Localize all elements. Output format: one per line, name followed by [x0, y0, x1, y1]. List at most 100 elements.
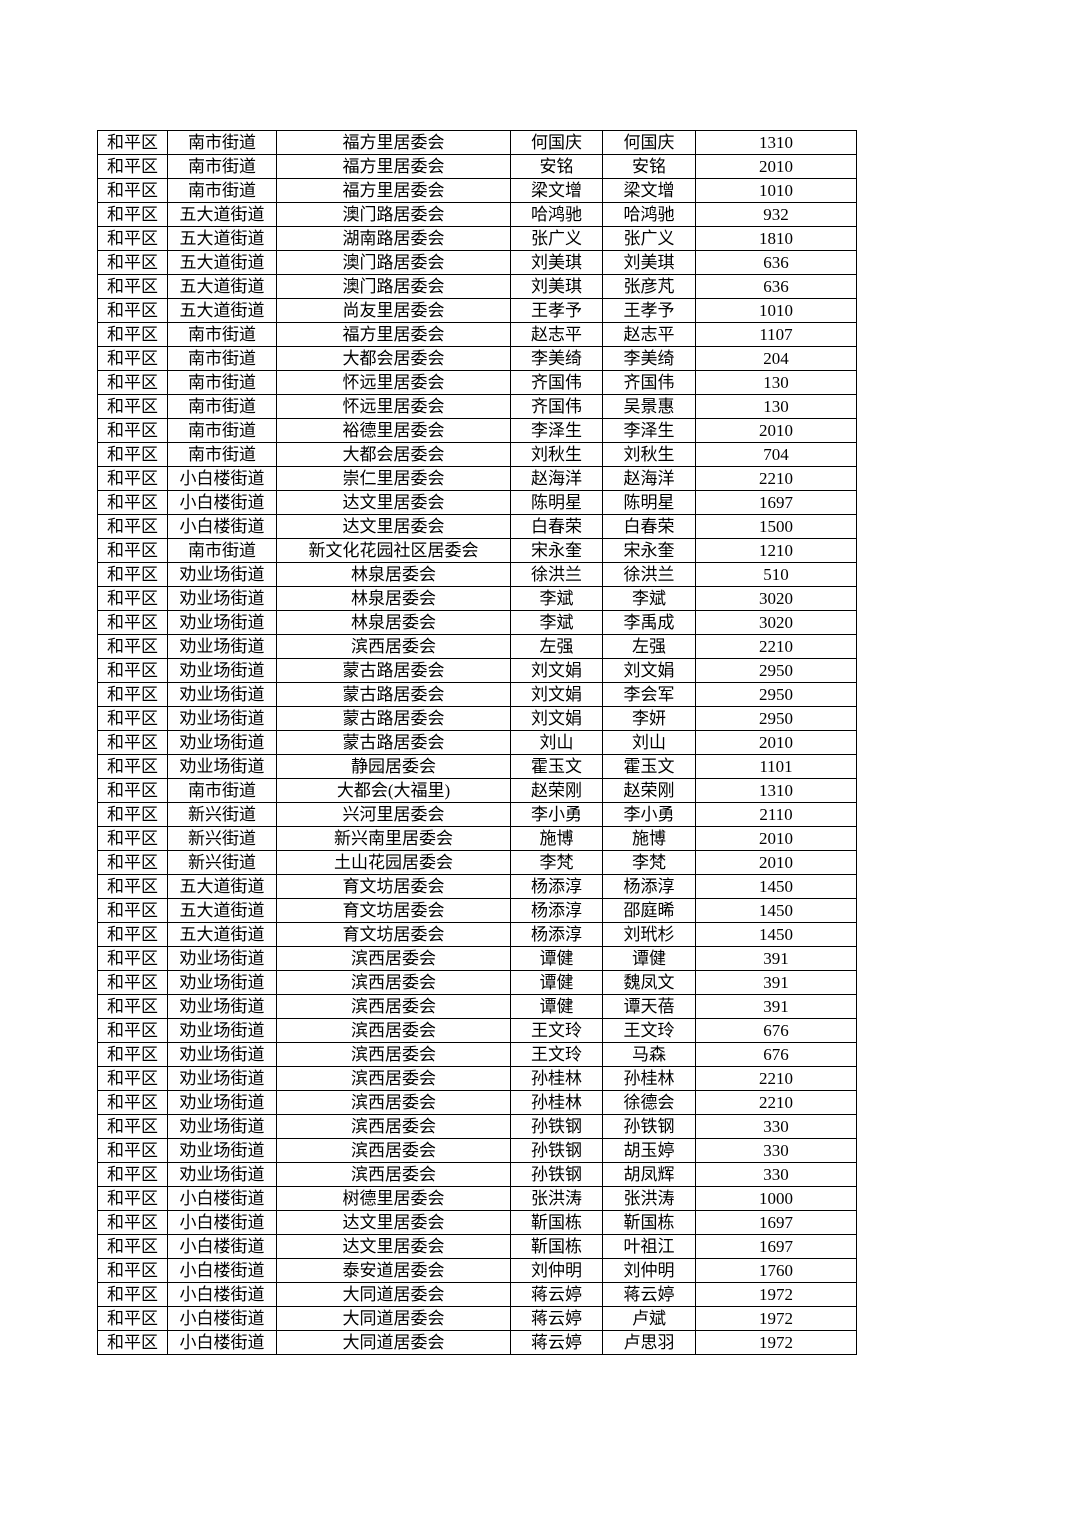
district-cell: 和平区 — [97, 1090, 168, 1115]
street-cell: 新兴街道 — [167, 826, 277, 851]
person-cell: 施博 — [510, 826, 603, 851]
amount-cell: 1010 — [695, 298, 857, 323]
person-cell: 杨添淳 — [510, 874, 603, 899]
person-cell: 宋永奎 — [510, 538, 603, 563]
amount-cell: 1810 — [695, 226, 857, 251]
district-cell: 和平区 — [97, 850, 168, 875]
person-cell: 刘美琪 — [510, 250, 603, 275]
table-row: 和平区 劝业场街道 林泉居委会 徐洪兰 徐洪兰 510 — [97, 562, 857, 587]
street-cell: 南市街道 — [167, 418, 277, 443]
member-cell: 何国庆 — [602, 130, 696, 155]
table-row: 和平区 劝业场街道 滨西居委会 孙铁钢 胡玉婷 330 — [97, 1138, 857, 1163]
district-cell: 和平区 — [97, 874, 168, 899]
district-cell: 和平区 — [97, 1330, 168, 1355]
committee-cell: 滨西居委会 — [276, 1090, 511, 1115]
table-row: 和平区 南市街道 福方里居委会 安铭 安铭 2010 — [97, 154, 857, 179]
amount-cell: 130 — [695, 394, 857, 419]
table-row: 和平区 劝业场街道 滨西居委会 谭健 谭天蓓 391 — [97, 994, 857, 1019]
district-cell: 和平区 — [97, 466, 168, 491]
person-cell: 张广义 — [510, 226, 603, 251]
member-cell: 魏凤文 — [602, 970, 696, 995]
person-cell: 谭健 — [510, 946, 603, 971]
committee-cell: 怀远里居委会 — [276, 370, 511, 395]
member-cell: 张彦芃 — [602, 274, 696, 299]
member-cell: 施博 — [602, 826, 696, 851]
street-cell: 南市街道 — [167, 322, 277, 347]
table-row: 和平区 劝业场街道 蒙古路居委会 刘山 刘山 2010 — [97, 730, 857, 755]
amount-cell: 1972 — [695, 1330, 857, 1355]
amount-cell: 391 — [695, 946, 857, 971]
amount-cell: 1697 — [695, 490, 857, 515]
street-cell: 小白楼街道 — [167, 1258, 277, 1283]
amount-cell: 676 — [695, 1042, 857, 1067]
table-row: 和平区 劝业场街道 蒙古路居委会 刘文娟 李会军 2950 — [97, 682, 857, 707]
district-cell: 和平区 — [97, 1018, 168, 1043]
district-cell: 和平区 — [97, 322, 168, 347]
district-cell: 和平区 — [97, 1210, 168, 1235]
person-cell: 赵海洋 — [510, 466, 603, 491]
table-row: 和平区 小白楼街道 达文里居委会 靳国栋 叶祖江 1697 — [97, 1234, 857, 1259]
district-cell: 和平区 — [97, 562, 168, 587]
amount-cell: 2010 — [695, 850, 857, 875]
member-cell: 陈明星 — [602, 490, 696, 515]
committee-cell: 兴河里居委会 — [276, 802, 511, 827]
amount-cell: 1697 — [695, 1210, 857, 1235]
person-cell: 蒋云婷 — [510, 1330, 603, 1355]
member-cell: 李美绮 — [602, 346, 696, 371]
district-cell: 和平区 — [97, 634, 168, 659]
person-cell: 李美绮 — [510, 346, 603, 371]
person-cell: 王文玲 — [510, 1042, 603, 1067]
member-cell: 李梵 — [602, 850, 696, 875]
committee-cell: 育文坊居委会 — [276, 898, 511, 923]
district-cell: 和平区 — [97, 802, 168, 827]
data-table: 和平区 南市街道 福方里居委会 何国庆 何国庆 1310 和平区 南市街道 福方里居委会 安铭 安铭… — [97, 130, 857, 1355]
member-cell: 邵庭晞 — [602, 898, 696, 923]
committee-cell: 达文里居委会 — [276, 514, 511, 539]
person-cell: 孙铁钢 — [510, 1162, 603, 1187]
table-row: 和平区 五大道街道 湖南路居委会 张广义 张广义 1810 — [97, 226, 857, 251]
street-cell: 劝业场街道 — [167, 1066, 277, 1091]
table-row: 和平区 南市街道 新文化花园社区居委会 宋永奎 宋永奎 1210 — [97, 538, 857, 563]
street-cell: 五大道街道 — [167, 898, 277, 923]
amount-cell: 1450 — [695, 922, 857, 947]
member-cell: 李妍 — [602, 706, 696, 731]
district-cell: 和平区 — [97, 1306, 168, 1331]
amount-cell: 1101 — [695, 754, 857, 779]
table-row: 和平区 五大道街道 澳门路居委会 哈鸿驰 哈鸿驰 932 — [97, 202, 857, 227]
street-cell: 劝业场街道 — [167, 1090, 277, 1115]
table-row: 和平区 南市街道 裕德里居委会 李泽生 李泽生 2010 — [97, 418, 857, 443]
street-cell: 南市街道 — [167, 130, 277, 155]
person-cell: 安铭 — [510, 154, 603, 179]
amount-cell: 2210 — [695, 466, 857, 491]
member-cell: 孙桂林 — [602, 1066, 696, 1091]
district-cell: 和平区 — [97, 1066, 168, 1091]
amount-cell: 1972 — [695, 1306, 857, 1331]
table-row: 和平区 小白楼街道 泰安道居委会 刘仲明 刘仲明 1760 — [97, 1258, 857, 1283]
street-cell: 小白楼街道 — [167, 466, 277, 491]
amount-cell: 1210 — [695, 538, 857, 563]
amount-cell: 2210 — [695, 634, 857, 659]
committee-cell: 达文里居委会 — [276, 1210, 511, 1235]
district-cell: 和平区 — [97, 274, 168, 299]
table-row: 和平区 劝业场街道 滨西居委会 孙桂林 孙桂林 2210 — [97, 1066, 857, 1091]
amount-cell: 636 — [695, 250, 857, 275]
person-cell: 杨添淳 — [510, 922, 603, 947]
member-cell: 白春荣 — [602, 514, 696, 539]
member-cell: 蒋云婷 — [602, 1282, 696, 1307]
street-cell: 劝业场街道 — [167, 1018, 277, 1043]
member-cell: 李会军 — [602, 682, 696, 707]
district-cell: 和平区 — [97, 658, 168, 683]
street-cell: 劝业场街道 — [167, 682, 277, 707]
member-cell: 李泽生 — [602, 418, 696, 443]
member-cell: 刘玳杉 — [602, 922, 696, 947]
table-row: 和平区 劝业场街道 滨西居委会 谭健 谭健 391 — [97, 946, 857, 971]
district-cell: 和平区 — [97, 1162, 168, 1187]
committee-cell: 澳门路居委会 — [276, 250, 511, 275]
amount-cell: 932 — [695, 202, 857, 227]
street-cell: 小白楼街道 — [167, 1306, 277, 1331]
table-row: 和平区 五大道街道 澳门路居委会 刘美琪 张彦芃 636 — [97, 274, 857, 299]
person-cell: 李小勇 — [510, 802, 603, 827]
district-cell: 和平区 — [97, 1234, 168, 1259]
person-cell: 何国庆 — [510, 130, 603, 155]
committee-cell: 泰安道居委会 — [276, 1258, 511, 1283]
